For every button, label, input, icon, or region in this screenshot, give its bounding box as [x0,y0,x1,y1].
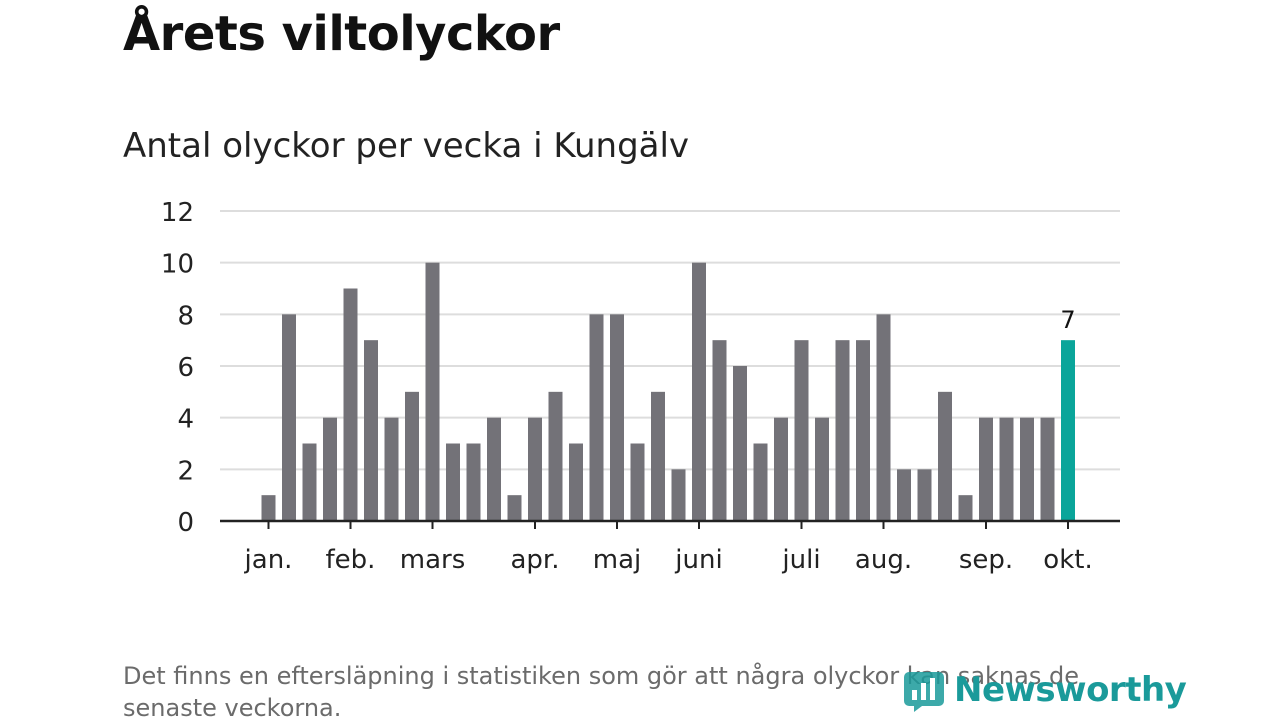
bar [405,391,419,521]
bar [1040,417,1055,521]
bar [548,391,563,521]
x-tick-label: mars [400,545,466,575]
y-tick-label: 6 [177,353,194,383]
bar [446,443,460,521]
bar [364,340,378,521]
bar [384,417,399,521]
x-tick-label: juni [674,545,722,575]
bar [487,417,501,521]
x-tick-label: apr. [510,545,559,575]
chart-title: Årets viltolyckor [123,6,560,62]
bar [323,417,337,521]
y-tick-label: 8 [177,301,194,331]
x-tick-label: okt. [1043,545,1092,575]
bar [589,314,604,521]
bar-chart: 0 2 4 6 8 10 12 7 jan. feb. mars apr. maj juni juli aug… [161,198,1120,575]
bar [856,340,870,521]
bar [651,391,665,521]
bar [979,417,993,521]
bar [897,469,911,521]
y-tick-label: 0 [177,508,194,538]
newsworthy-logo-icon [904,672,944,712]
bar [835,340,850,521]
bar [958,495,973,521]
y-tick-label: 10 [161,250,194,280]
bar-highlight [1061,340,1075,521]
bar [876,314,891,521]
brand-logo: Newsworthy [902,668,1187,712]
x-tick-label: jan. [244,545,293,575]
bar [261,495,276,521]
bar [671,469,686,521]
bar [938,391,952,521]
bar [1020,417,1034,521]
bar [917,469,932,521]
bar [425,262,440,521]
bar [692,262,706,521]
x-tick-label: maj [593,545,641,575]
bar [507,495,522,521]
x-tick-label: sep. [959,545,1013,575]
x-tick-label: feb. [326,545,376,575]
x-tick-label: aug. [855,545,912,575]
bar [774,417,788,521]
bar [466,443,481,521]
bar [528,417,542,521]
data-label: 7 [1060,306,1075,334]
bar [794,340,809,521]
bar [282,314,296,521]
bar [753,443,768,521]
y-tick-label: 12 [161,198,194,228]
bar [733,366,747,521]
bar [302,443,317,521]
y-tick-label: 4 [177,405,194,435]
y-tick-label: 2 [177,456,194,486]
bar [630,443,645,521]
chart-subtitle: Antal olyckor per vecka i Kungälv [123,126,690,166]
brand-name: Newsworthy [954,670,1187,710]
bar [999,417,1014,521]
bar [815,417,829,521]
bar [610,314,624,521]
bar [343,288,358,521]
x-tick-label: juli [781,545,820,575]
bar [569,443,583,521]
bar [712,340,727,521]
